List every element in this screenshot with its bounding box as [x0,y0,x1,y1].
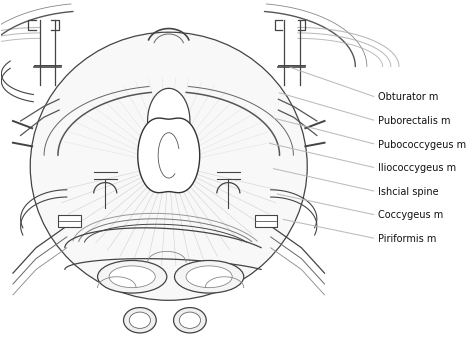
Ellipse shape [186,266,232,288]
Ellipse shape [173,307,206,333]
Text: Obturator m: Obturator m [378,92,439,102]
Text: Ishcial spine: Ishcial spine [378,187,439,197]
Polygon shape [138,118,200,193]
Polygon shape [147,88,190,154]
Ellipse shape [124,307,156,333]
FancyBboxPatch shape [255,215,277,227]
Ellipse shape [98,261,167,293]
Ellipse shape [179,312,201,328]
Text: Iliococcygeus m: Iliococcygeus m [378,163,456,173]
Text: Coccygeus m: Coccygeus m [378,210,444,220]
FancyBboxPatch shape [58,215,81,227]
Ellipse shape [174,261,244,293]
Text: Puborectalis m: Puborectalis m [378,116,451,126]
Ellipse shape [109,266,155,288]
Text: Pubococcygeus m: Pubococcygeus m [378,139,466,150]
Ellipse shape [30,32,307,300]
Ellipse shape [129,312,150,328]
Text: Piriformis m: Piriformis m [378,234,437,244]
